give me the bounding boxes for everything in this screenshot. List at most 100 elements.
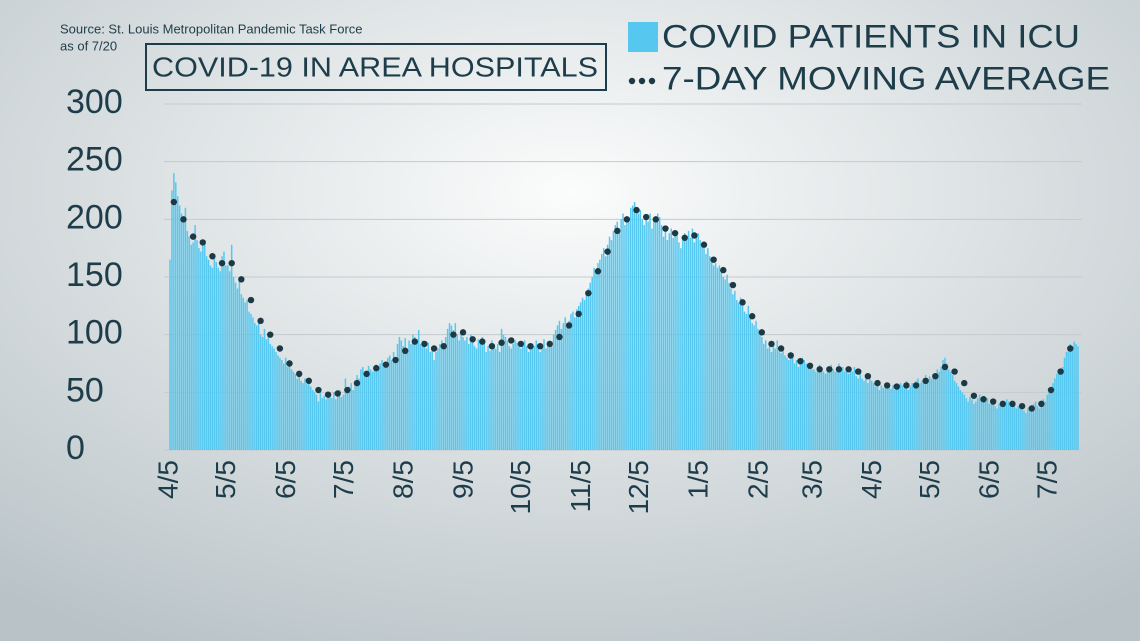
bar [1036,406,1039,450]
average-dot [748,313,756,320]
legend-dot [628,77,636,85]
average-dot [604,248,611,255]
average-dot [970,392,978,399]
bar [552,334,555,450]
bar [867,383,869,450]
bar [408,340,410,450]
average-dot [440,343,447,350]
x-tick-label: 12/5 [623,460,654,515]
bar [678,242,680,450]
average-dot [826,366,833,373]
bar [815,371,817,450]
average-dot [527,343,534,350]
bar [973,403,975,450]
average-dot [662,225,669,232]
average-dot [180,216,187,223]
bar [442,346,445,450]
y-tick-label: 150 [66,256,123,294]
bar [820,369,823,450]
bar [795,360,798,450]
bar [809,366,811,450]
bar [641,219,644,450]
average-dot [267,331,274,338]
bar [458,340,460,450]
bar [977,398,979,450]
bar [261,336,264,450]
bar [475,348,478,450]
x-tick-label: 1/5 [683,460,714,499]
average-dot [334,390,341,397]
bar [200,251,202,450]
bar [926,380,929,450]
bar [225,265,227,450]
bar [286,366,289,450]
bar [545,348,547,450]
bar [855,376,858,450]
bar [309,386,312,450]
bar [568,320,570,450]
bar [385,362,387,450]
average-dot [315,386,322,394]
bar [803,360,806,450]
average-dot [883,382,891,389]
bar [923,378,925,450]
bar [541,346,543,450]
bar [618,228,620,450]
bar [951,375,954,450]
bar [739,297,742,450]
bar [872,383,875,450]
bar [610,240,613,450]
average-dot [276,345,284,352]
bar [861,378,863,450]
bar [327,394,329,450]
bar [782,348,784,450]
bar [774,348,777,450]
bar [749,317,752,450]
bar [514,340,516,450]
bar [229,271,231,450]
average-dot [575,310,582,318]
bar [595,271,597,450]
bar [350,383,352,450]
bar [840,369,842,450]
bar [988,403,991,450]
bar [554,330,557,450]
average-dot [209,253,216,260]
bar [655,221,657,450]
bar [633,202,636,450]
bar [423,346,426,450]
average-dot [1018,402,1026,410]
bar [961,392,964,450]
bar [676,235,678,450]
bar [543,339,545,450]
bar [620,219,622,450]
bar [203,244,206,450]
bar [662,236,665,450]
bar [705,253,707,450]
average-dot [633,206,640,214]
bar [724,279,726,450]
bar [296,378,298,450]
bar [240,294,243,450]
bar [460,332,462,450]
average-dot [469,336,476,343]
bar [651,228,653,450]
bar [508,346,511,450]
bar [942,360,944,450]
bar [853,366,856,450]
bar [656,213,659,450]
bar [697,233,699,450]
bar [1019,403,1021,450]
bar [496,343,499,450]
bar [888,386,890,450]
bar [1048,392,1050,450]
bar [818,364,821,450]
average-dot [344,386,351,394]
bar [639,210,642,450]
legend-label: COVID PATIENTS IN ICU [662,18,1080,54]
average-dot [623,216,631,223]
bar [381,360,383,450]
bar [400,340,403,450]
x-tick-label: 10/5 [505,460,536,515]
bar [869,378,871,450]
